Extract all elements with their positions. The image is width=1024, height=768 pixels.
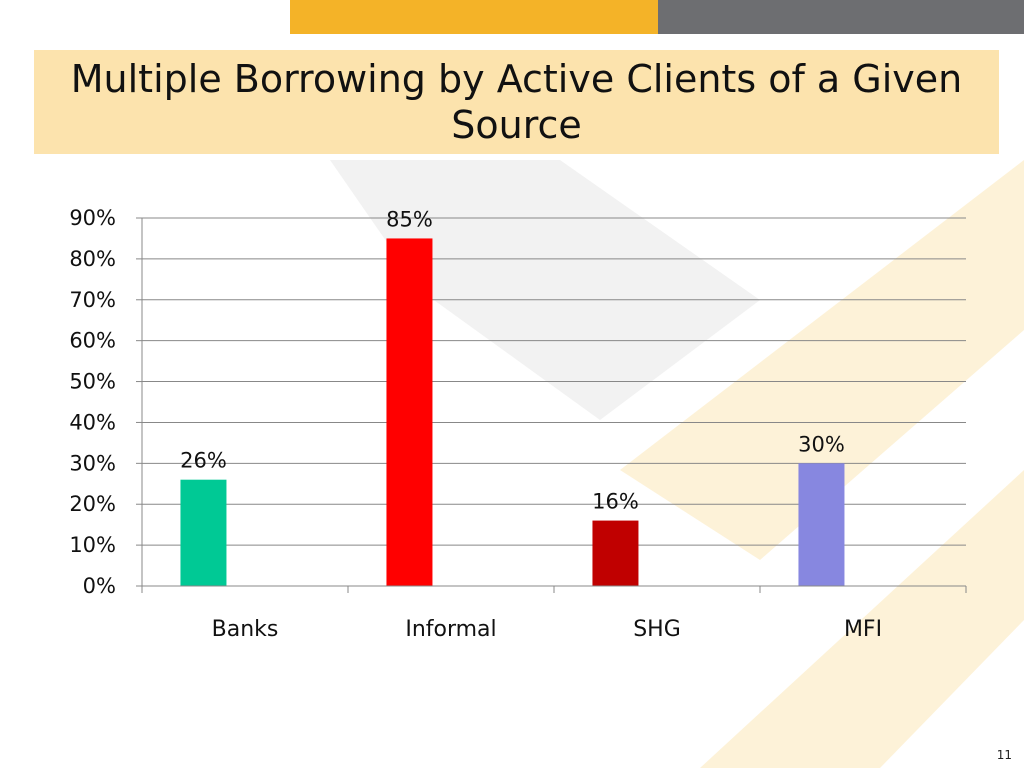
y-tick-label: 50% xyxy=(69,370,116,394)
x-category-label: Informal xyxy=(405,617,496,642)
page-number: 11 xyxy=(996,748,1012,762)
y-tick-label: 0% xyxy=(83,574,116,598)
bar-shg xyxy=(592,520,639,586)
y-tick-label: 80% xyxy=(69,247,116,271)
data-label: 26% xyxy=(180,449,227,473)
y-tick-label: 70% xyxy=(69,288,116,312)
x-category-label: SHG xyxy=(633,617,681,642)
y-tick-label: 30% xyxy=(69,451,116,475)
bar-informal xyxy=(386,238,433,586)
data-label: 85% xyxy=(386,207,433,231)
data-label: 16% xyxy=(592,490,639,514)
x-category-label: MFI xyxy=(844,617,882,642)
slide-title: Multiple Borrowing by Active Clients of … xyxy=(70,57,963,147)
x-category-label: Banks xyxy=(212,617,279,642)
y-tick-label: 40% xyxy=(69,410,116,434)
data-label: 30% xyxy=(798,432,845,456)
title-banner: Multiple Borrowing by Active Clients of … xyxy=(34,50,999,154)
y-tick-label: 20% xyxy=(69,492,116,516)
y-tick-label: 10% xyxy=(69,533,116,557)
header-accent-yellow xyxy=(290,0,658,34)
bar-mfi xyxy=(798,463,845,586)
y-tick-label: 90% xyxy=(69,206,116,230)
y-tick-label: 60% xyxy=(69,329,116,353)
header-accent-gray xyxy=(658,0,1024,34)
bar-banks xyxy=(180,479,227,586)
